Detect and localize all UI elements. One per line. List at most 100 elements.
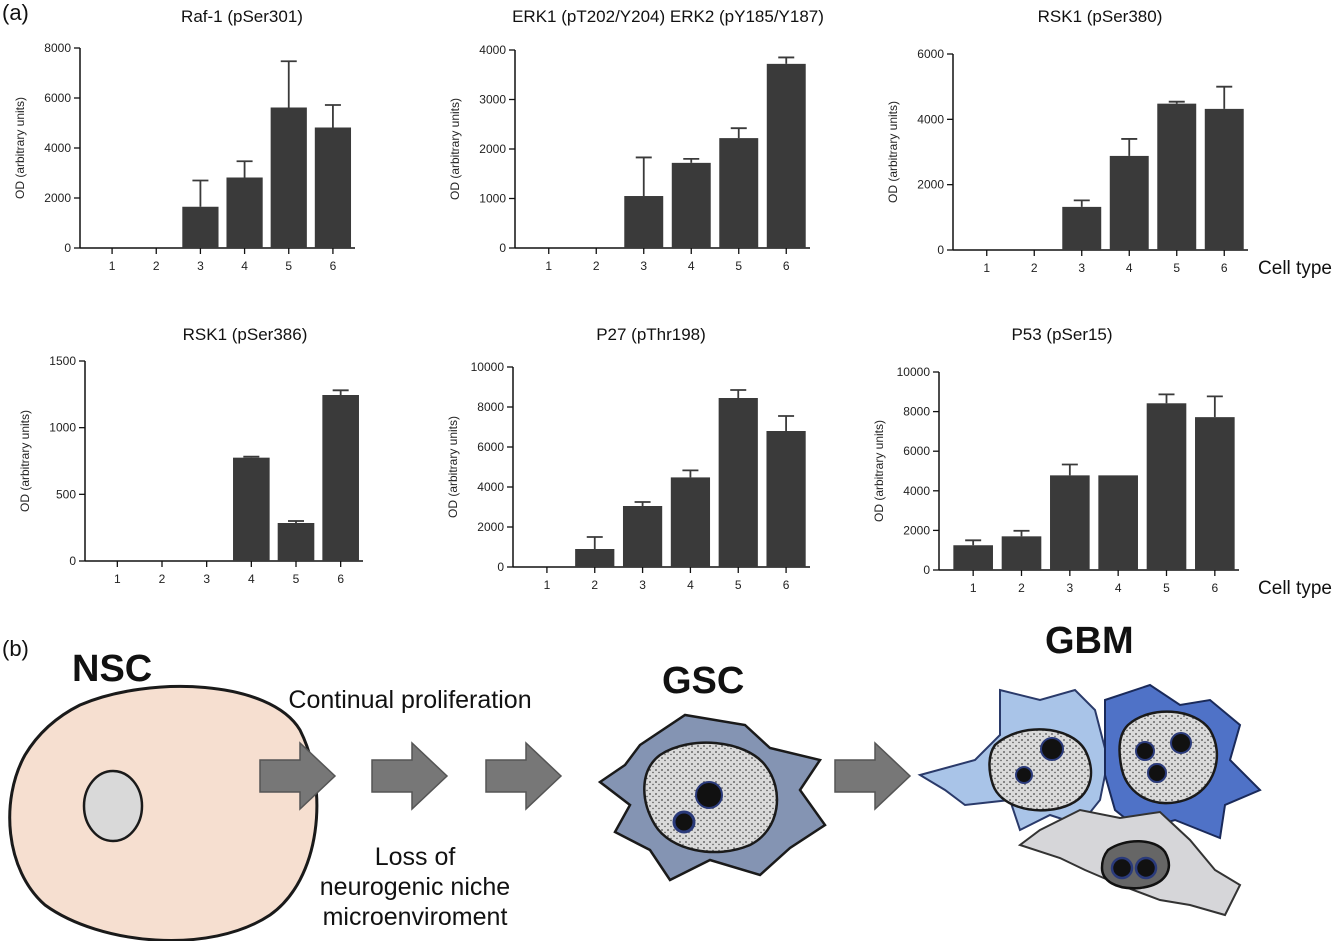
y-tick-label: 0 (69, 554, 76, 568)
gbm-gray-nucleolus-2 (1134, 856, 1158, 880)
bar-chart-5: P27 (pThr198) OD (arbitrary units) 0 2000 40… (446, 325, 810, 592)
bar (766, 431, 806, 567)
caption-line-1: Loss of (374, 843, 456, 871)
cell-progression-diagram (8, 683, 1262, 941)
y-axis-label: OD (arbitrary units) (448, 98, 462, 200)
x-tick-label: 1 (983, 261, 990, 275)
y-tick-label: 2000 (903, 523, 930, 537)
bar (1001, 536, 1042, 570)
y-tick-label: 6000 (903, 444, 930, 458)
bar (766, 63, 806, 248)
chart-title: ERK1 (pT202/Y204) ERK2 (pY185/Y187) (512, 7, 824, 26)
gsc-nucleolus-1 (695, 781, 723, 809)
bar (322, 395, 359, 561)
bar (226, 177, 263, 248)
gsc-label: GSC (662, 660, 745, 702)
x-tick-label: 2 (153, 259, 160, 273)
panel-a-label: (a) (2, 0, 29, 25)
x-tick-label: 3 (1066, 581, 1073, 595)
y-axis-label: OD (arbitrary units) (446, 416, 460, 518)
gbm-dark-cell (1104, 683, 1262, 840)
y-tick-label: 1000 (479, 192, 506, 206)
bar-chart-6: P53 (pSer15) OD (arbitrary units) 0 2000 400… (872, 325, 1332, 599)
y-axis-label: OD (arbitrary units) (872, 420, 886, 522)
x-tick-label: 2 (593, 259, 600, 273)
y-tick-label: 1000 (49, 421, 76, 435)
y-tick-label: 4000 (903, 484, 930, 498)
x-tick-label: 1 (109, 259, 116, 273)
y-axis-label: OD (arbitrary units) (13, 97, 27, 199)
gbm-dark-nucleolus-3 (1147, 763, 1167, 783)
x-tick-label: 4 (1126, 261, 1133, 275)
x-tick-label: 5 (285, 259, 292, 273)
panel-b-label: (b) (2, 636, 29, 661)
bar (953, 545, 993, 570)
chart-title: P53 (pSer15) (1011, 325, 1112, 344)
y-tick-label: 4000 (477, 480, 504, 494)
x-tick-label: 4 (1115, 581, 1122, 595)
caption-loss-of-niche: Loss of neurogenic niche microenviroment (270, 842, 560, 932)
y-tick-label: 2000 (44, 191, 71, 205)
x-tick-label: 3 (640, 259, 647, 273)
gsc-nucleolus-2 (672, 810, 696, 834)
x-tick-label: 4 (687, 578, 694, 592)
x-tick-label: 5 (293, 572, 300, 586)
bar (1157, 103, 1197, 250)
chart-title: P27 (pThr198) (596, 325, 706, 344)
y-tick-label: 0 (499, 241, 506, 255)
y-axis-label: OD (arbitrary units) (886, 101, 900, 203)
nsc-nucleus (82, 769, 144, 843)
bar (671, 162, 711, 248)
y-tick-label: 0 (937, 243, 944, 257)
x-tick-label: 2 (159, 572, 166, 586)
y-tick-label: 6000 (477, 440, 504, 454)
nsc-cell (8, 685, 319, 941)
gbm-light-nucleolus-1 (1040, 737, 1064, 761)
x-tick-label: 6 (1211, 581, 1218, 595)
bar-charts-panel: Raf-1 (pSer301)OD (arbitrary units)02000… (13, 7, 1332, 599)
bar (1098, 475, 1138, 570)
x-tick-label: 4 (248, 572, 255, 586)
y-tick-label: 6000 (44, 91, 71, 105)
x-tick-label: 5 (735, 259, 742, 273)
gbm-gray-nucleolus-1 (1110, 856, 1134, 880)
bar (624, 196, 664, 248)
arrow-1 (259, 741, 337, 811)
bar (270, 107, 307, 248)
x-tick-label: 1 (545, 259, 552, 273)
x-tick-label: 3 (1078, 261, 1085, 275)
bar-chart-1: Raf-1 (pSer301) OD (arbitrary units) 0 2000… (13, 7, 355, 273)
gbm-dark-nucleolus-1 (1170, 732, 1192, 754)
chart-title: Raf-1 (pSer301) (181, 7, 303, 26)
x-tick-label: 3 (203, 572, 210, 586)
y-tick-label: 6000 (917, 47, 944, 61)
x-tick-label: 2 (1018, 581, 1025, 595)
x-tick-label: 5 (735, 578, 742, 592)
x-tick-label: 2 (1031, 261, 1038, 275)
bar (1146, 403, 1187, 570)
x-tick-label: 1 (970, 581, 977, 595)
x-axis-caption: Cell type (1258, 578, 1332, 599)
gbm-light-cell (917, 688, 1110, 832)
y-axis-label: OD (arbitrary units) (18, 410, 32, 512)
y-tick-label: 0 (923, 563, 930, 577)
x-tick-label: 4 (241, 259, 248, 273)
x-tick-label: 6 (783, 259, 790, 273)
y-tick-label: 10000 (471, 360, 505, 374)
bar (1062, 206, 1102, 250)
gsc-cell (597, 713, 827, 882)
bar (670, 477, 711, 567)
y-tick-label: 2000 (917, 178, 944, 192)
y-tick-label: 3000 (479, 93, 506, 107)
x-tick-label: 5 (1163, 581, 1170, 595)
y-tick-label: 0 (64, 241, 71, 255)
bar (1050, 475, 1090, 570)
caption-line-2: neurogenic niche (319, 873, 511, 901)
y-tick-label: 8000 (44, 41, 71, 55)
x-tick-label: 3 (197, 259, 204, 273)
gbm-dark-nucleolus-2 (1135, 741, 1155, 761)
x-tick-label: 3 (639, 578, 646, 592)
arrow-4 (834, 741, 912, 811)
y-tick-label: 500 (56, 487, 76, 501)
bar (1204, 108, 1244, 250)
